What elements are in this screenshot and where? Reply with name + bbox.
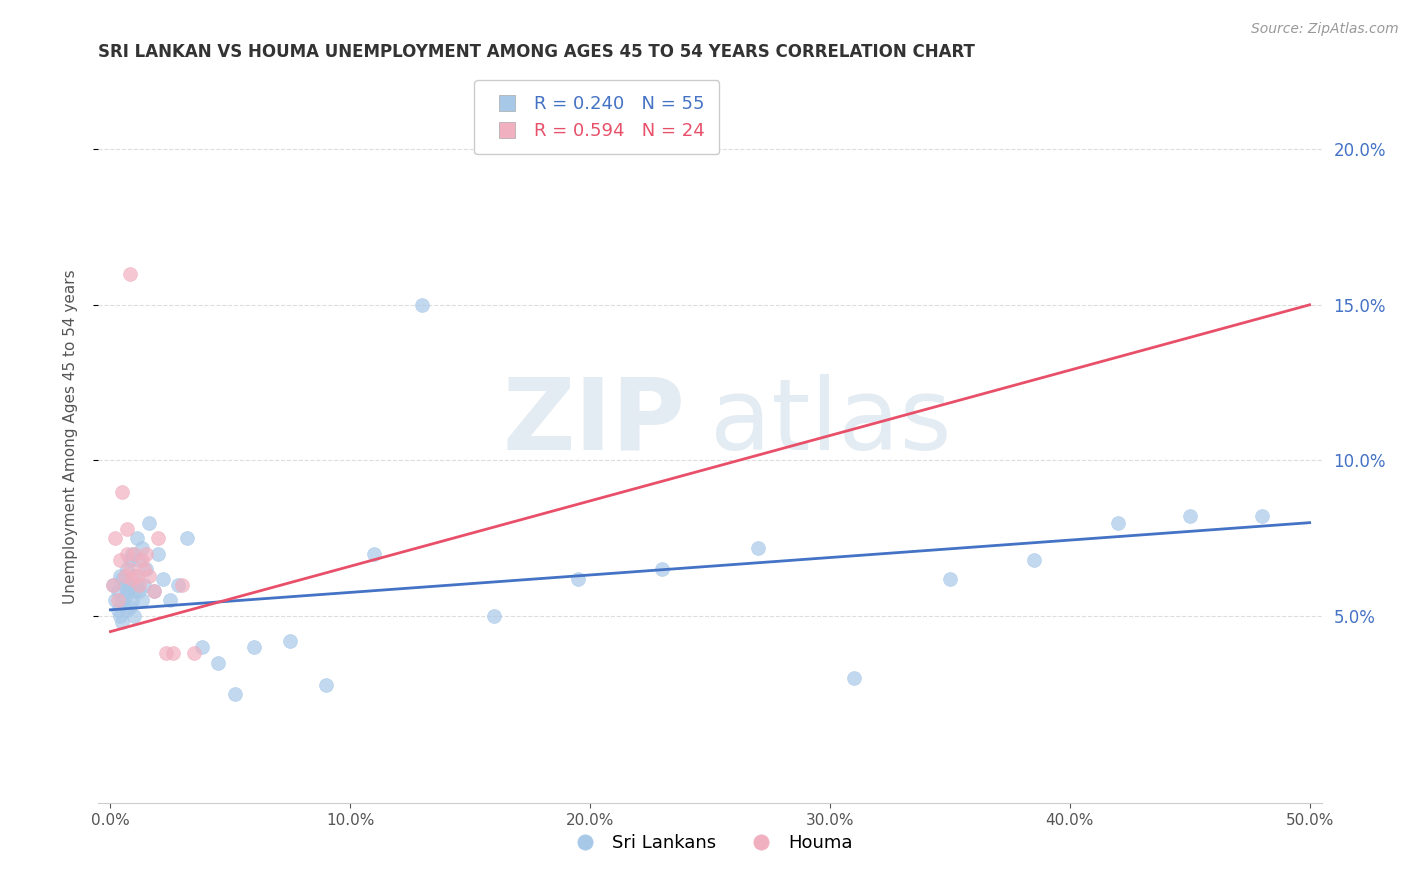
Point [104, 531, 127, 545]
Point [1178, 509, 1201, 524]
Point [128, 584, 150, 599]
Point [125, 568, 148, 582]
Point [131, 593, 153, 607]
Point [172, 578, 194, 592]
Text: ZIP: ZIP [503, 374, 686, 471]
Point [107, 593, 129, 607]
Point [121, 593, 143, 607]
Text: atlas: atlas [710, 374, 952, 471]
Point [121, 572, 143, 586]
Point [148, 547, 170, 561]
Point [224, 687, 246, 701]
Point [124, 609, 146, 624]
Point [124, 568, 146, 582]
Point [101, 578, 124, 592]
Point [135, 547, 157, 561]
Point [124, 584, 146, 599]
Point [125, 531, 148, 545]
Point [152, 572, 174, 586]
Point [411, 298, 433, 312]
Text: SRI LANKAN VS HOUMA UNEMPLOYMENT AMONG AGES 45 TO 54 YEARS CORRELATION CHART: SRI LANKAN VS HOUMA UNEMPLOYMENT AMONG A… [98, 44, 976, 62]
Point [243, 640, 266, 655]
Point [114, 568, 136, 582]
Point [138, 516, 160, 530]
Point [128, 553, 150, 567]
Point [747, 541, 769, 555]
Point [111, 615, 134, 630]
Point [111, 593, 134, 607]
Point [118, 267, 141, 281]
Point [114, 578, 136, 592]
Text: Source: ZipAtlas.com: Source: ZipAtlas.com [1251, 22, 1399, 37]
Point [190, 640, 212, 655]
Point [104, 593, 127, 607]
Point [118, 578, 141, 592]
Point [131, 541, 153, 555]
Point [111, 484, 134, 499]
Point [159, 593, 181, 607]
Point [207, 656, 229, 670]
Point [107, 584, 129, 599]
Point [183, 647, 205, 661]
Point [118, 599, 141, 614]
Point [138, 568, 160, 582]
Point [842, 671, 865, 685]
Point [1107, 516, 1129, 530]
Point [111, 572, 134, 586]
Point [1022, 553, 1045, 567]
Point [166, 578, 188, 592]
Point [142, 584, 165, 599]
Point [155, 647, 177, 661]
Point [115, 562, 138, 576]
Point [176, 531, 198, 545]
Point [118, 553, 141, 567]
Point [124, 547, 146, 561]
Point [108, 609, 131, 624]
Point [939, 572, 962, 586]
Point [115, 584, 138, 599]
Point [118, 562, 141, 576]
Point [108, 568, 131, 582]
Point [567, 572, 589, 586]
Point [482, 609, 505, 624]
Point [101, 578, 124, 592]
Point [115, 522, 138, 536]
Point [142, 584, 165, 599]
Point [135, 562, 157, 576]
Point [363, 547, 385, 561]
Legend: Sri Lankans, Houma: Sri Lankans, Houma [560, 827, 860, 860]
Point [278, 634, 301, 648]
Point [115, 603, 138, 617]
Point [108, 553, 131, 567]
Point [148, 531, 170, 545]
Point [128, 578, 150, 592]
Point [121, 547, 143, 561]
Point [162, 647, 184, 661]
Point [315, 677, 337, 691]
Point [114, 591, 136, 605]
Y-axis label: Unemployment Among Ages 45 to 54 years: Unemployment Among Ages 45 to 54 years [63, 269, 77, 605]
Point [107, 603, 129, 617]
Point [132, 578, 155, 592]
Point [131, 553, 153, 567]
Point [125, 578, 148, 592]
Point [132, 562, 155, 576]
Point [1250, 509, 1272, 524]
Point [651, 562, 673, 576]
Point [115, 547, 138, 561]
